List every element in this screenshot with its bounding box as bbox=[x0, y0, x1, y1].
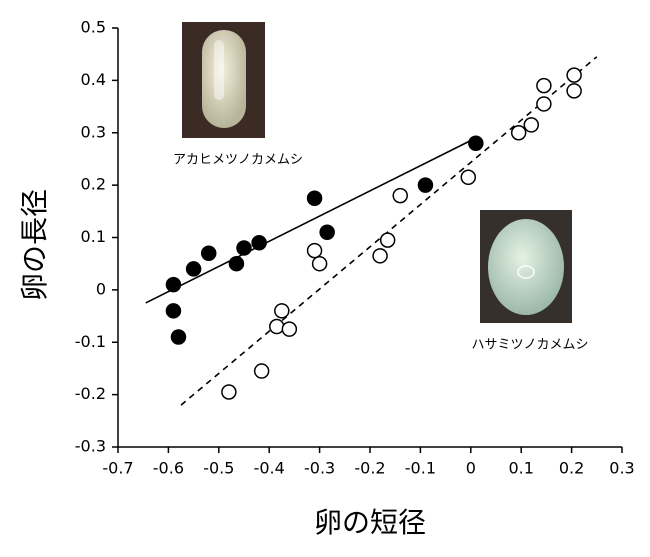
x-tick-label: 0.2 bbox=[559, 459, 584, 478]
point bbox=[269, 318, 285, 335]
point bbox=[228, 255, 245, 272]
x-tick-label: -0.4 bbox=[254, 459, 285, 478]
y-tick-label: 0.3 bbox=[81, 122, 106, 141]
fit-line bbox=[180, 56, 598, 406]
y-tick-label: 0.1 bbox=[81, 227, 106, 246]
x-tick-label: -0.3 bbox=[304, 459, 335, 478]
point bbox=[185, 261, 202, 277]
y-tick-label: 0.2 bbox=[81, 175, 106, 194]
y-tick-label: 0.5 bbox=[81, 18, 106, 37]
point bbox=[281, 321, 298, 337]
x-tick-label: 0 bbox=[466, 459, 476, 478]
point bbox=[536, 96, 552, 112]
point bbox=[236, 240, 252, 256]
point bbox=[251, 234, 267, 251]
x-axis-title: 卵の短径 bbox=[314, 506, 426, 539]
photo-egg-2 bbox=[480, 210, 572, 323]
x-tick-label: 0.1 bbox=[508, 459, 533, 478]
annotation: ハサミツノカメムシ bbox=[471, 338, 588, 353]
point bbox=[221, 384, 237, 400]
point bbox=[253, 363, 270, 379]
point bbox=[311, 255, 328, 272]
photo-egg-1 bbox=[182, 22, 265, 138]
point bbox=[468, 135, 484, 151]
point bbox=[523, 117, 540, 133]
point bbox=[165, 276, 182, 293]
point bbox=[536, 77, 552, 94]
point bbox=[200, 245, 217, 261]
y-axis-title: 卵の長径 bbox=[18, 189, 51, 301]
point bbox=[306, 242, 323, 259]
x-tick-label: -0.5 bbox=[203, 459, 234, 478]
y-tick-label: -0.3 bbox=[75, 437, 106, 456]
point bbox=[417, 177, 434, 193]
annotation: アカヒメツノカメムシ bbox=[173, 153, 303, 168]
point bbox=[170, 329, 187, 345]
x-tick-label: -0.1 bbox=[405, 459, 436, 478]
x-tick-label: -0.6 bbox=[153, 459, 184, 478]
point bbox=[566, 67, 582, 83]
point bbox=[566, 83, 582, 99]
point bbox=[319, 224, 335, 241]
point bbox=[510, 125, 527, 141]
point bbox=[379, 232, 396, 248]
x-tick-label: 0.3 bbox=[609, 459, 634, 478]
point bbox=[165, 303, 182, 319]
fit-line bbox=[145, 137, 477, 304]
x-tick-label: -0.2 bbox=[354, 459, 385, 478]
y-tick-label: 0.4 bbox=[81, 70, 106, 89]
point bbox=[460, 169, 477, 186]
y-tick-label: -0.2 bbox=[75, 384, 106, 403]
y-tick-label: 0 bbox=[96, 279, 106, 298]
point bbox=[274, 303, 290, 319]
x-tick-label: -0.7 bbox=[102, 459, 133, 478]
point bbox=[372, 248, 388, 264]
y-tick-label: -0.1 bbox=[75, 332, 106, 351]
point bbox=[392, 187, 408, 204]
point bbox=[306, 190, 323, 206]
